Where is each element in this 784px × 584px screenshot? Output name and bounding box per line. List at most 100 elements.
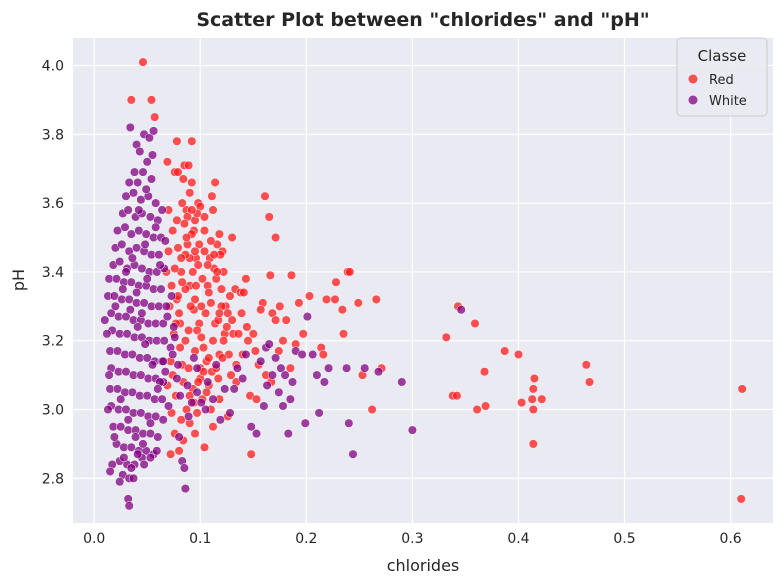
- y-tick-label: 3.4: [42, 265, 64, 281]
- point-red: [172, 136, 182, 146]
- point-red: [737, 384, 747, 394]
- point-white: [105, 466, 115, 476]
- point-white: [163, 401, 174, 411]
- point-white: [180, 484, 190, 494]
- point-red: [204, 287, 214, 298]
- point-red: [180, 336, 190, 346]
- point-white: [158, 318, 168, 329]
- point-red: [203, 260, 213, 270]
- point-red: [172, 215, 182, 225]
- point-white: [151, 222, 161, 232]
- point-white: [161, 301, 171, 311]
- point-white: [111, 274, 122, 284]
- point-white: [159, 336, 169, 346]
- point-white: [132, 287, 142, 298]
- point-red: [187, 205, 197, 215]
- point-white: [135, 146, 145, 157]
- point-white: [308, 349, 318, 360]
- point-red: [529, 373, 539, 384]
- point-white: [124, 501, 134, 511]
- data-points: [100, 57, 747, 511]
- chart-title: Scatter Plot between "chlorides" and "pH…: [196, 9, 649, 31]
- point-red: [217, 353, 228, 363]
- point-white: [134, 205, 144, 215]
- point-red: [208, 205, 218, 215]
- point-red: [479, 367, 490, 377]
- point-red: [199, 246, 210, 256]
- point-red: [345, 267, 355, 277]
- point-red: [209, 250, 219, 260]
- point-white: [145, 429, 155, 439]
- point-white: [116, 422, 126, 432]
- point-white: [151, 198, 161, 208]
- point-red: [452, 391, 462, 401]
- point-white: [182, 380, 193, 390]
- point-red: [177, 277, 187, 287]
- grid-lines: [73, 38, 773, 523]
- point-red: [736, 494, 746, 504]
- point-red: [184, 325, 194, 335]
- point-red: [472, 404, 482, 415]
- point-white: [187, 398, 197, 408]
- point-red: [281, 315, 291, 325]
- point-red: [204, 353, 214, 363]
- point-white: [121, 267, 131, 277]
- point-white: [201, 404, 211, 415]
- point-white: [342, 363, 352, 373]
- point-red: [210, 177, 220, 188]
- point-white: [126, 442, 136, 452]
- point-red: [187, 136, 197, 146]
- point-white: [314, 408, 324, 418]
- point-red: [184, 160, 194, 170]
- x-tick-label: 0.1: [189, 531, 211, 547]
- x-tick-label: 0.3: [401, 531, 423, 547]
- point-white: [232, 363, 242, 373]
- point-white: [133, 322, 143, 332]
- point-red: [196, 301, 206, 311]
- point-white: [160, 236, 170, 246]
- point-red: [207, 191, 217, 201]
- point-red: [239, 287, 249, 298]
- point-red: [321, 294, 332, 304]
- point-red: [331, 277, 341, 287]
- point-white: [324, 363, 334, 373]
- point-red: [337, 305, 347, 315]
- point-white: [280, 370, 290, 380]
- point-red: [208, 336, 218, 346]
- point-white: [373, 367, 384, 377]
- point-white: [167, 291, 177, 301]
- point-red: [528, 384, 538, 394]
- point-white: [241, 349, 251, 360]
- point-white: [152, 446, 162, 456]
- point-red: [173, 167, 183, 177]
- point-red: [166, 449, 176, 459]
- point-white: [128, 188, 139, 198]
- point-white: [348, 449, 358, 459]
- point-white: [302, 312, 312, 322]
- point-white: [407, 425, 417, 435]
- point-white: [127, 387, 137, 397]
- point-white: [132, 243, 142, 253]
- point-white: [144, 133, 154, 143]
- point-red: [177, 198, 187, 208]
- point-white: [110, 301, 120, 311]
- point-white: [126, 463, 136, 473]
- point-white: [172, 373, 182, 384]
- point-white: [208, 394, 218, 404]
- point-white: [170, 332, 180, 342]
- point-white: [116, 394, 126, 404]
- point-white: [123, 415, 133, 425]
- point-red: [190, 429, 200, 439]
- point-white: [121, 404, 131, 415]
- point-white: [131, 432, 141, 442]
- point-white: [115, 257, 125, 267]
- point-white: [251, 429, 262, 439]
- point-red: [176, 253, 186, 263]
- point-red: [168, 226, 178, 236]
- point-red: [528, 439, 538, 449]
- point-white: [100, 315, 110, 325]
- point-red: [513, 349, 524, 360]
- point-red: [241, 274, 251, 284]
- legend: Classe Red White: [676, 37, 768, 117]
- point-white: [256, 356, 266, 366]
